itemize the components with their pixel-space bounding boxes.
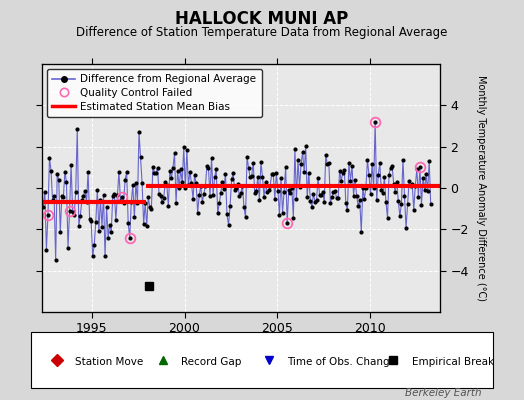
Text: HALLOCK MUNI AP: HALLOCK MUNI AP [176,10,348,28]
FancyBboxPatch shape [31,332,493,388]
Y-axis label: Monthly Temperature Anomaly Difference (°C): Monthly Temperature Anomaly Difference (… [476,75,486,301]
Legend: Difference from Regional Average, Quality Control Failed, Estimated Station Mean: Difference from Regional Average, Qualit… [47,69,261,117]
Text: Berkeley Earth: Berkeley Earth [406,388,482,398]
Text: Time of Obs. Change: Time of Obs. Change [287,357,396,367]
Text: Difference of Station Temperature Data from Regional Average: Difference of Station Temperature Data f… [77,26,447,39]
Text: Record Gap: Record Gap [181,357,242,367]
Text: Empirical Break: Empirical Break [412,357,494,367]
Text: Station Move: Station Move [75,357,144,367]
